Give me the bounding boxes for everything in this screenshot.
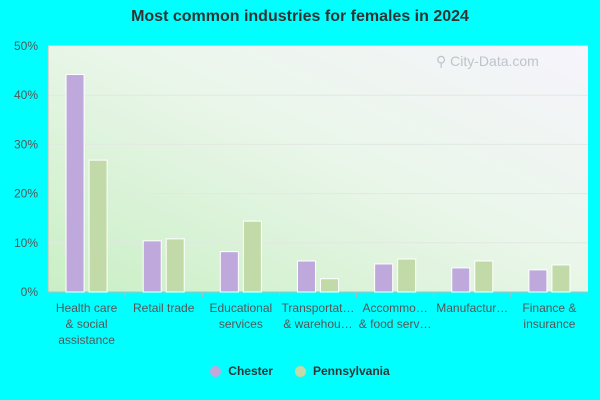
bar-pennsylvania: [165, 238, 185, 293]
magnifier-icon: ⚲: [436, 53, 447, 69]
bar-pennsylvania: [397, 258, 417, 293]
y-tick-label: 0%: [21, 285, 39, 299]
bar-chester: [374, 263, 394, 293]
legend-swatch-pennsylvania: [294, 365, 306, 377]
y-tick-label: 50%: [14, 39, 38, 53]
bar-pennsylvania: [88, 159, 108, 293]
y-tick-label: 40%: [14, 88, 38, 102]
bar-chester: [65, 74, 85, 293]
x-tick-label: Finance & insurance: [522, 301, 576, 331]
x-tick-label: Educational services: [209, 301, 272, 331]
bar-pennsylvania: [551, 264, 571, 293]
bar-chester: [142, 240, 162, 293]
x-tick-label: Retail trade: [133, 301, 195, 315]
bar-pennsylvania: [474, 260, 494, 293]
bar-chester: [219, 251, 239, 293]
x-tick-label: Accommo… & food serv…: [359, 301, 432, 331]
y-tick-label: 30%: [14, 137, 38, 151]
bar-chester: [297, 260, 316, 293]
y-tick-label: 10%: [14, 236, 38, 250]
legend-label-chester: Chester: [228, 364, 273, 378]
bar-chester: [451, 267, 471, 293]
legend-item-chester: Chester: [210, 364, 273, 378]
bar-pennsylvania: [242, 220, 262, 293]
bar-chester: [528, 269, 548, 293]
chart-title: Most common industries for females in 20…: [131, 8, 469, 25]
plot-area: [48, 46, 588, 292]
watermark: ⚲ City-Data.com: [436, 53, 539, 70]
x-tick-label: Transportat… & warehou…: [282, 301, 355, 331]
legend-label-pennsylvania: Pennsylvania: [312, 364, 390, 378]
x-tick-label: Manufactur…: [436, 301, 508, 315]
x-tick-label: Health care & social assistance: [56, 301, 118, 347]
legend: Chester Pennsylvania: [0, 364, 600, 378]
y-tick-label: 20%: [14, 187, 38, 201]
watermark-text: City-Data.com: [450, 53, 539, 69]
legend-item-pennsylvania: Pennsylvania: [294, 364, 390, 378]
legend-swatch-chester: [210, 365, 222, 377]
bar-pennsylvania: [320, 278, 339, 293]
